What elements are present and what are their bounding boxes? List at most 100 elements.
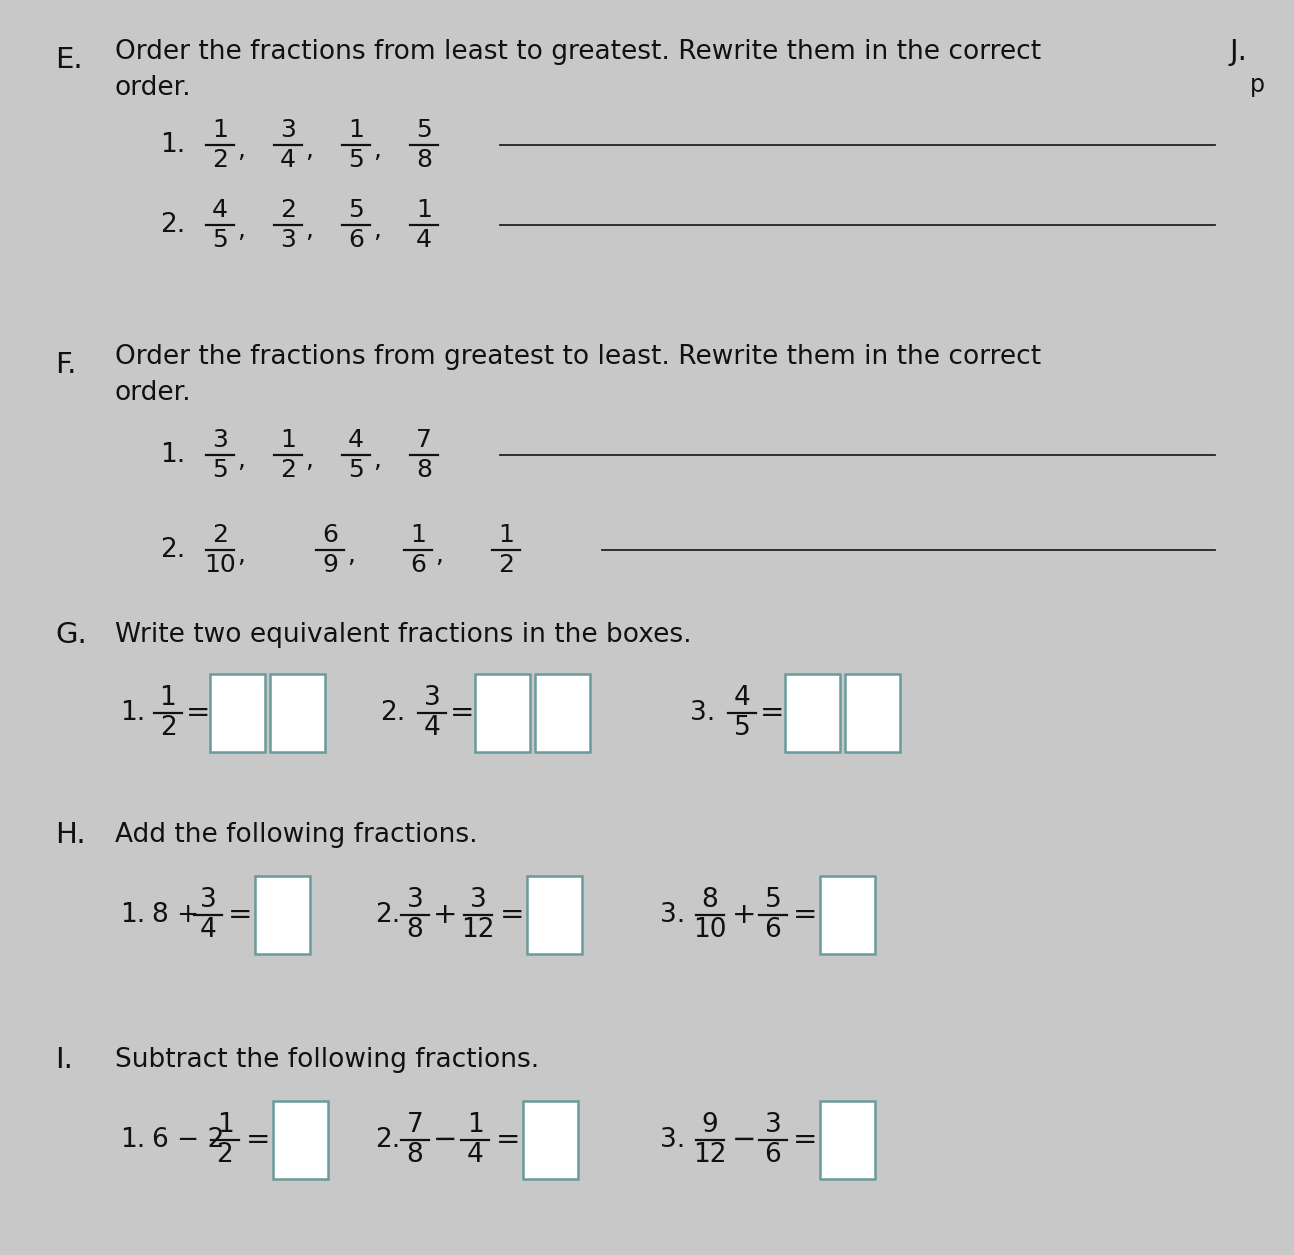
Text: −: − <box>732 1126 757 1155</box>
Text: 1: 1 <box>216 1112 233 1138</box>
Text: 3: 3 <box>199 887 216 912</box>
Text: Order the fractions from least to greatest. Rewrite them in the correct: Order the fractions from least to greate… <box>115 39 1042 65</box>
Text: Add the following fractions.: Add the following fractions. <box>115 822 477 848</box>
Text: 12: 12 <box>461 917 494 943</box>
Text: ,: , <box>373 218 380 242</box>
Text: H.: H. <box>56 821 85 848</box>
Text: 2.: 2. <box>375 902 400 927</box>
Text: 5: 5 <box>348 458 364 482</box>
Text: 9: 9 <box>701 1112 718 1138</box>
Text: 4: 4 <box>734 685 751 712</box>
Text: 3: 3 <box>212 428 228 452</box>
Text: order.: order. <box>115 380 192 407</box>
Text: 2: 2 <box>280 198 296 222</box>
Text: 8: 8 <box>701 887 718 912</box>
Text: 1: 1 <box>159 685 176 712</box>
Text: 2: 2 <box>498 553 514 577</box>
Text: 5: 5 <box>348 198 364 222</box>
Text: 1.: 1. <box>120 1127 145 1153</box>
Text: 2.: 2. <box>160 212 185 238</box>
Text: =: = <box>496 1126 520 1155</box>
Text: 6: 6 <box>322 523 338 547</box>
Text: ,: , <box>237 218 245 242</box>
Text: 3: 3 <box>765 1112 782 1138</box>
Text: Subtract the following fractions.: Subtract the following fractions. <box>115 1047 540 1073</box>
Text: 2: 2 <box>212 148 228 172</box>
Text: 3: 3 <box>280 118 296 142</box>
Text: 1: 1 <box>212 118 228 142</box>
Text: 1: 1 <box>280 428 296 452</box>
Text: +: + <box>433 901 458 929</box>
Text: 3: 3 <box>280 228 296 252</box>
FancyBboxPatch shape <box>255 876 311 954</box>
Text: 5: 5 <box>765 887 782 912</box>
Text: 3.: 3. <box>660 1127 686 1153</box>
Text: 4: 4 <box>280 148 296 172</box>
Text: p: p <box>1250 73 1266 97</box>
Text: 1.: 1. <box>120 700 145 725</box>
Text: F.: F. <box>56 351 76 379</box>
Text: Write two equivalent fractions in the boxes.: Write two equivalent fractions in the bo… <box>115 622 691 648</box>
Text: E.: E. <box>56 46 83 74</box>
Text: 8: 8 <box>415 148 432 172</box>
Text: 8: 8 <box>406 1142 423 1168</box>
Text: 1.: 1. <box>120 902 145 927</box>
Text: 3: 3 <box>470 887 487 912</box>
Text: 5: 5 <box>212 458 228 482</box>
Text: 4: 4 <box>199 917 216 943</box>
Text: 10: 10 <box>204 553 236 577</box>
Text: 5: 5 <box>417 118 432 142</box>
FancyBboxPatch shape <box>270 674 325 752</box>
FancyBboxPatch shape <box>527 876 582 954</box>
Text: ,: , <box>373 138 380 162</box>
Text: 12: 12 <box>694 1142 727 1168</box>
Text: 1: 1 <box>498 523 514 547</box>
Text: 8: 8 <box>406 917 423 943</box>
Text: 3.: 3. <box>690 700 716 725</box>
FancyBboxPatch shape <box>785 674 840 752</box>
Text: 6: 6 <box>765 917 782 943</box>
Text: +: + <box>732 901 757 929</box>
Text: 6 − 2: 6 − 2 <box>151 1127 224 1153</box>
FancyBboxPatch shape <box>475 674 531 752</box>
Text: J.: J. <box>1231 38 1247 67</box>
Text: 5: 5 <box>734 715 751 740</box>
Text: −: − <box>433 1126 457 1155</box>
Text: 4: 4 <box>212 198 228 222</box>
Text: 1: 1 <box>410 523 426 547</box>
Text: 3.: 3. <box>660 902 686 927</box>
Text: 5: 5 <box>348 148 364 172</box>
Text: 1: 1 <box>467 1112 484 1138</box>
Text: 4: 4 <box>467 1142 484 1168</box>
Text: =: = <box>228 901 252 929</box>
Text: 5: 5 <box>212 228 228 252</box>
Text: 4: 4 <box>348 428 364 452</box>
Text: 8: 8 <box>415 458 432 482</box>
Text: ,: , <box>305 218 313 242</box>
Text: 6: 6 <box>410 553 426 577</box>
Text: 4: 4 <box>423 715 440 740</box>
Text: 3: 3 <box>423 685 440 712</box>
FancyBboxPatch shape <box>210 674 265 752</box>
Text: ,: , <box>305 448 313 472</box>
Text: =: = <box>499 901 524 929</box>
FancyBboxPatch shape <box>820 876 875 954</box>
Text: =: = <box>450 699 475 727</box>
FancyBboxPatch shape <box>845 674 901 752</box>
Text: 2.: 2. <box>380 700 405 725</box>
Text: 1.: 1. <box>160 132 185 158</box>
Text: ,: , <box>347 543 355 567</box>
Text: ,: , <box>435 543 443 567</box>
Text: 4: 4 <box>415 228 432 252</box>
Text: =: = <box>186 699 211 727</box>
Text: 1: 1 <box>348 118 364 142</box>
Text: Order the fractions from greatest to least. Rewrite them in the correct: Order the fractions from greatest to lea… <box>115 344 1042 370</box>
FancyBboxPatch shape <box>273 1101 327 1178</box>
Text: 2: 2 <box>216 1142 233 1168</box>
Text: ,: , <box>237 543 245 567</box>
Text: I.: I. <box>56 1045 72 1074</box>
Text: =: = <box>246 1126 270 1155</box>
Text: 2.: 2. <box>375 1127 400 1153</box>
Text: 9: 9 <box>322 553 338 577</box>
Text: 3: 3 <box>406 887 423 912</box>
